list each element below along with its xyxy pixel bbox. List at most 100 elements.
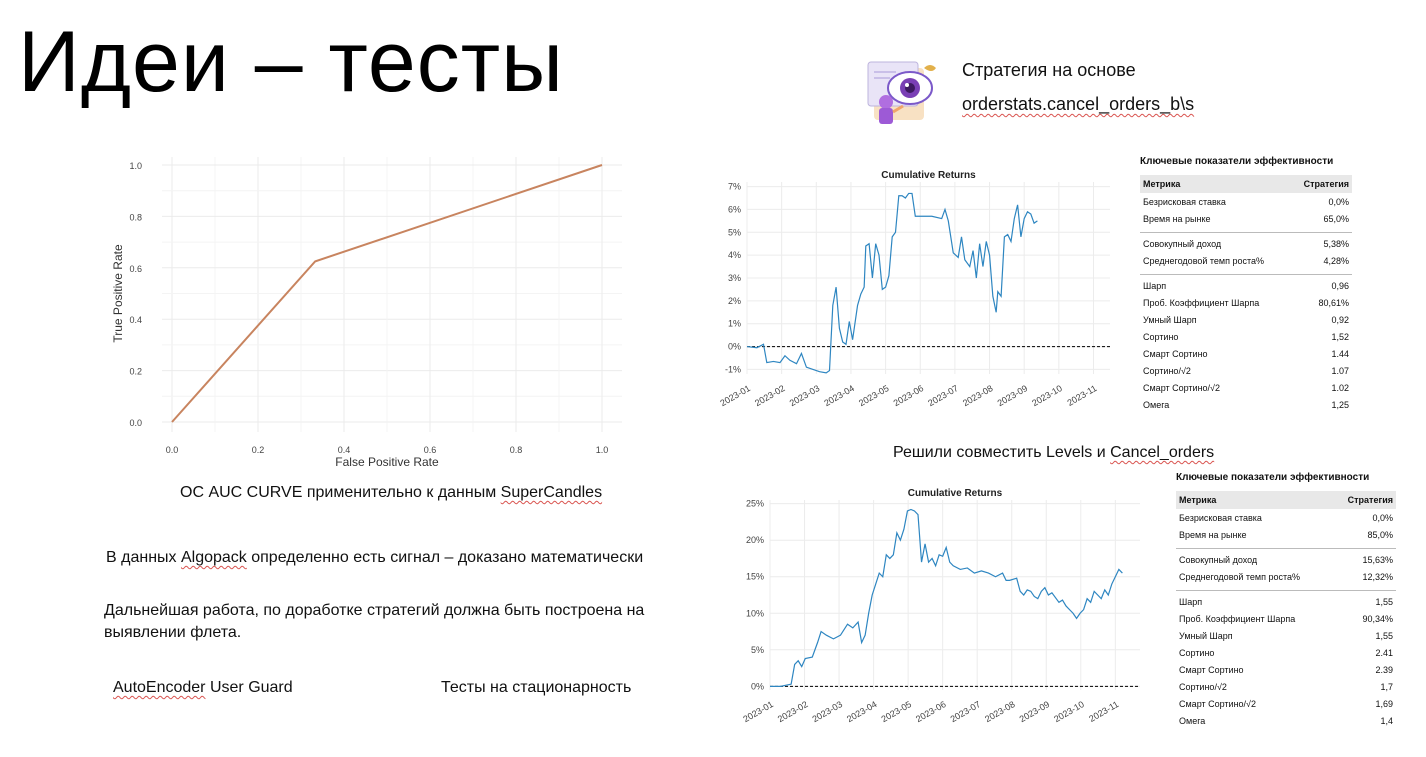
returns1-x-tick-label: 2023-05 [857,383,891,408]
signal-link: Algopack [180,549,247,566]
further-work-text: Дальнейшая работа, по доработке стратеги… [104,600,644,644]
returns1-x-tick-label: 2023-03 [788,383,822,408]
metrics1-metric-value: 65,0% [1323,213,1349,224]
metrics1-metric-name: Проб. Коэффициент Шарпа [1143,297,1260,308]
returns2-x-tick-label: 2023-03 [810,699,844,724]
returns1-x-tick-label: 2023-06 [892,383,926,408]
metrics1-row: Среднегодовой темп роста% 4,28% [1140,252,1352,269]
returns1-x-tick-label: 2023-10 [1030,383,1064,408]
metrics-table-1: Ключевые показатели эффективности Метрика… [1140,156,1352,413]
metrics2-row: Омега 1,4 [1176,712,1396,729]
metrics1-row: Совокупный доход 5,38% [1140,235,1352,252]
metrics2-metric-name: Смарт Сортино [1179,664,1244,675]
returns2-y-tick-label: 15% [746,572,764,582]
returns1-y-tick-label: -1% [725,364,741,374]
metrics1-header-cell: Метрика [1140,175,1291,193]
metrics2-row: Совокупный доход 15,63% [1176,551,1396,568]
metrics2-row: Безрисковая ставка 0,0% [1176,509,1396,526]
metrics2-row: Время на рынке 85,0% [1176,526,1396,543]
roc-y-axis-label: True Positive Rate [111,244,125,343]
further-work-line2: выявлении флета. [104,624,242,641]
returns1-x-tick-label: 2023-02 [753,383,787,408]
metrics1-row: Сортино 1,52 [1140,328,1352,345]
autoencoder-text-post: User Guard [205,679,293,696]
returns1-y-tick-label: 1% [728,319,741,329]
returns2-x-tick-label: 2023-09 [1018,699,1052,724]
returns2-x-tick-label: 2023-05 [880,699,914,724]
strategy-line2: orderstats.cancel_orders_b\s [962,94,1195,114]
combine-note-text: Решили совместить Levels и [893,444,1111,461]
metrics1-metric-name: Среднегодовой темп роста% [1143,255,1265,266]
returns2-x-tick-label: 2023-06 [914,699,948,724]
metrics1-row: Смарт Сортино 1.44 [1140,345,1352,362]
strategy-line1: Стратегия на основе [962,60,1136,80]
metrics2-metric-value: 2.39 [1375,664,1393,675]
roc-curve-line [171,164,603,423]
returns2-x-tick-label: 2023-02 [776,699,810,724]
roc-y-tick-label: 0.8 [129,212,142,222]
roc-y-tick-label: 0.2 [129,367,142,377]
returns2-series-line [770,508,1123,687]
signal-text: В данных Algopack определенно есть сигна… [106,549,643,567]
returns2-x-tick-label: 2023-07 [949,699,983,724]
metrics1-row: Шарп 0,96 [1140,277,1352,294]
metrics1-metric-name: Омега [1143,399,1170,410]
metrics2-row: Смарт Сортино/√2 1,69 [1176,695,1396,712]
returns2-x-tick-label: 2023-01 [741,699,775,724]
metrics1-metric-value: 1.44 [1331,348,1349,359]
metrics2-metric-value: 2.41 [1375,647,1393,658]
metrics2-row: Сортино 2.41 [1176,644,1396,661]
roc-caption-link: SuperCandles [500,484,603,501]
metrics1-title: Ключевые показатели эффективности [1140,156,1334,167]
returns1-y-tick-label: 2% [728,296,741,306]
metrics2-metric-name: Безрисковая ставка [1179,512,1262,523]
returns1-x-tick-label: 2023-07 [926,383,960,408]
returns2-x-tick-label: 2023-11 [1087,699,1120,724]
metrics1-metric-value: 1.02 [1331,382,1349,393]
metrics1-metric-value: 80,61% [1318,297,1349,308]
returns1-y-tick-label: 7% [728,182,741,192]
returns1-series-line [746,192,1038,374]
metrics2-header-cell: Стратегия [1332,491,1396,509]
metrics2-metric-value: 1,4 [1380,715,1393,726]
metrics1-separator [1140,269,1352,277]
returns2-y-tick-label: 10% [746,608,764,618]
metrics1-row: Время на рынке 65,0% [1140,210,1352,227]
returns1-x-tick-label: 2023-11 [1065,383,1098,408]
metrics2-row: Смарт Сортино 2.39 [1176,661,1396,678]
metrics1-row: Сортино/√2 1.07 [1140,362,1352,379]
returns1-x-tick-label: 2023-09 [996,383,1030,408]
combine-note-link: Cancel_orders [1110,444,1215,461]
further-work-line1: Дальнейшая работа, по доработке стратеги… [104,602,645,619]
stationarity-text: Тесты на стационарность [441,679,632,696]
returns2-x-tick-label: 2023-04 [845,699,879,724]
metrics1-header-cell: Стратегия [1290,175,1352,193]
metrics2-metric-value: 90,34% [1362,613,1393,624]
metrics2-row: Сортино/√2 1,7 [1176,678,1396,695]
returns2-y-tick-label: 20% [746,535,764,545]
metrics2-row: Умный Шарп 1,55 [1176,627,1396,644]
returns1-y-tick-label: 4% [728,250,741,260]
metrics2-row: Шарп 1,55 [1176,593,1396,610]
eye-illustration-icon [867,61,936,124]
metrics2-metric-name: Шарп [1179,596,1203,607]
returns1-title: Cumulative Returns [881,170,976,181]
metrics2-row: Проб. Коэффициент Шарпа 90,34% [1176,610,1396,627]
metrics2-metric-value: 0,0% [1372,512,1393,523]
metrics2-metric-name: Время на рынке [1179,529,1247,540]
metrics2-metric-value: 1,69 [1375,698,1393,709]
returns1-x-tick-label: 2023-08 [961,383,995,408]
metrics-table-2: Ключевые показатели эффективности Метрика… [1176,472,1396,729]
returns2-y-tick-label: 5% [751,645,764,655]
metrics2-metric-name: Сортино [1179,647,1215,658]
returns2-y-tick-label: 25% [746,499,764,509]
roc-x-tick-label: 0.4 [338,445,351,455]
roc-caption: ОС AUC CURVE применительно к данным Supe… [180,484,602,502]
roc-x-tick-label: 0.0 [166,445,179,455]
roc-y-tick-label: 0.0 [129,418,142,428]
returns2-x-tick-label: 2023-08 [983,699,1017,724]
signal-text-post: определенно есть сигнал – доказано матем… [246,549,644,566]
metrics1-metric-name: Сортино [1143,331,1179,342]
signal-text-pre: В данных [106,549,181,566]
metrics2-metric-name: Умный Шарп [1179,630,1233,641]
